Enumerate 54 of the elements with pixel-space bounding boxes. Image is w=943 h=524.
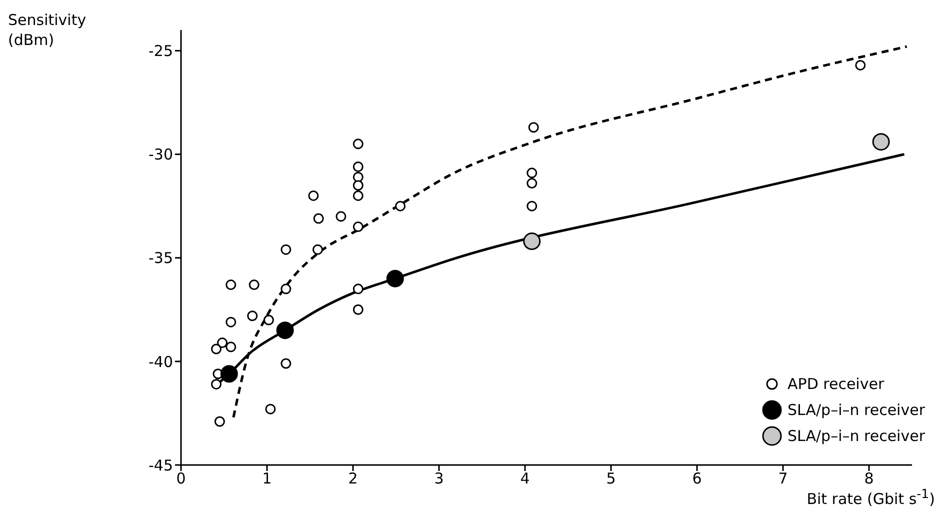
x-tick-label: 2 [348,470,358,488]
legend-label: SLA/p–i–n receiver [788,401,925,419]
point [280,358,292,369]
point [352,304,364,315]
y-tick-label: -40 [148,352,173,371]
y-tick-label: -30 [148,146,173,164]
point [308,190,319,201]
point [872,133,890,151]
point [214,416,225,427]
x-tick-label: 5 [606,470,616,488]
point [352,180,364,191]
point [211,378,222,390]
point [352,161,364,172]
point [226,342,236,352]
point [526,168,538,178]
x-tick-label: 0 [176,470,186,488]
x-tick-label: 8 [864,470,874,488]
x-axis-title: Bit rate (Gbit s$^{-1}$) [806,486,935,508]
y-tick-label: -25 [148,42,173,60]
point [247,310,258,322]
point [526,200,538,212]
point [523,232,541,250]
x-tick-label: 1 [262,470,272,488]
point [226,280,236,290]
point [528,122,539,133]
y-axis-title: Sensitivity (dBm) [8,10,88,50]
point [312,244,323,255]
point [265,404,276,414]
x-tick-label: 6 [692,470,702,488]
point [352,222,364,232]
point [263,314,274,326]
point [352,190,364,201]
point [280,284,292,294]
point [220,365,238,383]
y-tick-label: -35 [148,249,173,268]
point [352,138,364,150]
point [226,316,236,328]
point [211,344,222,354]
x-tick-label: 4 [520,470,530,488]
point [352,284,364,294]
y-tick-label: -45 [148,456,173,474]
legend-label: APD receiver [788,375,884,393]
point [248,280,260,290]
point [336,211,346,222]
x-tick-label: 3 [434,470,444,488]
point [386,270,404,288]
point [526,178,538,189]
point [280,244,292,255]
point [855,60,866,70]
point [276,322,294,340]
x-tick-label: 7 [778,470,788,488]
point [395,200,406,212]
legend-label: SLA/p–i–n receiver [788,427,925,445]
point [313,213,324,224]
